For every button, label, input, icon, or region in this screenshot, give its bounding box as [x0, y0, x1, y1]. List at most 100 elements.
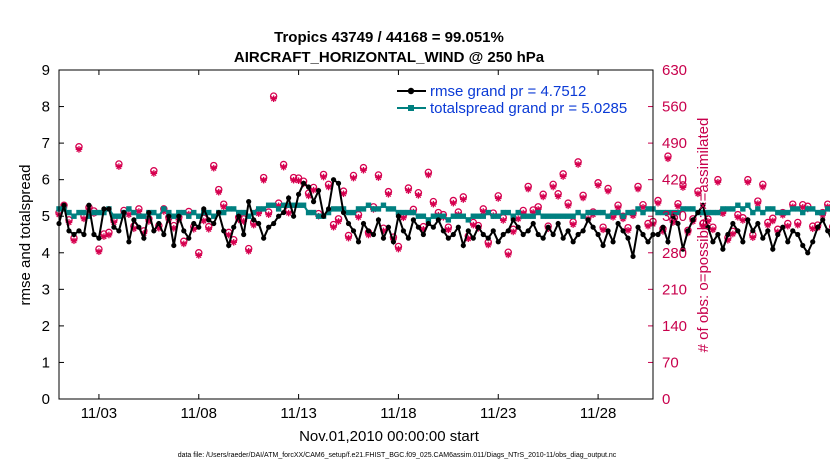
rmse-point — [535, 231, 541, 238]
legend-box — [394, 82, 647, 117]
y2-tick-label: 140 — [662, 318, 687, 335]
rmse-point — [630, 253, 636, 260]
obs-assimilated-marker — [594, 182, 602, 189]
totalspread-point — [450, 213, 457, 219]
rmse-point — [271, 220, 277, 227]
obs-assimilated-marker — [345, 234, 352, 242]
obs-assimilated-marker — [100, 233, 108, 240]
totalspread-point — [290, 202, 297, 208]
obs-assimilated-marker — [504, 251, 512, 259]
totalspread-point — [300, 202, 307, 208]
obs-assimilated-marker — [260, 176, 267, 184]
obs-assimilated-stroke — [340, 190, 347, 197]
totalspread-point — [171, 213, 177, 219]
obs-assimilated-marker — [150, 170, 158, 177]
rmse-point — [455, 224, 461, 230]
obs-assimilated-marker — [604, 187, 612, 195]
obs-assimilated-marker — [295, 177, 302, 185]
rmse-point — [395, 213, 402, 219]
totalspread-point — [405, 209, 412, 216]
rmse-point — [745, 217, 751, 223]
obs-assimilated-marker — [809, 225, 817, 233]
obs-assimilated-stroke — [270, 95, 277, 102]
obs-assimilated-marker — [200, 217, 208, 225]
rmse-point — [675, 220, 681, 227]
totalspread-point — [730, 206, 736, 212]
rmse-point — [700, 202, 706, 208]
totalspread-point — [490, 213, 496, 219]
totalspread-point — [136, 213, 142, 219]
rmse-point — [610, 239, 616, 245]
obs-assimilated-stroke — [735, 214, 741, 221]
obs-assimilated-stroke — [500, 217, 507, 224]
rmse-point — [400, 228, 407, 234]
rmse-point — [785, 239, 791, 245]
rmse-point — [570, 239, 576, 245]
legend-rmse-label: rmse grand pr = 4.7512 — [430, 83, 586, 100]
obs-assimilated-marker — [105, 231, 113, 239]
totalspread-point — [475, 213, 481, 219]
rmse-point — [685, 228, 691, 234]
rmse-point — [640, 231, 646, 238]
totalspread-point — [715, 209, 721, 216]
y-tick-label: 7 — [42, 135, 50, 152]
rmse-point — [211, 220, 217, 227]
obs-assimilated-marker — [754, 200, 762, 207]
totalspread-point — [111, 213, 117, 219]
obs-assimilated-marker — [554, 193, 562, 200]
obs-assimilated-marker — [744, 178, 752, 186]
rmse-point — [705, 224, 711, 230]
totalspread-point — [166, 209, 172, 216]
totalspread-point — [350, 209, 357, 216]
totalspread-point — [770, 206, 776, 212]
rmse-point — [495, 239, 501, 245]
totalspread-point — [440, 213, 447, 219]
obs-assimilated-stroke — [405, 187, 412, 194]
totalspread-point — [755, 206, 761, 212]
rmse-point — [106, 206, 112, 212]
y-tick-label: 1 — [42, 354, 50, 371]
rmse-point — [625, 235, 631, 241]
rmse-point — [620, 228, 626, 234]
obs-assimilated-stroke — [809, 225, 816, 232]
obs-assimilated-stroke — [330, 224, 337, 230]
totalspread-point — [705, 209, 711, 216]
totalspread-point — [605, 213, 611, 219]
rmse-point — [196, 224, 202, 230]
totalspread-point — [420, 213, 427, 219]
obs-assimilated-marker — [360, 166, 367, 174]
obs-assimilated-marker — [450, 199, 457, 207]
rmse-point — [126, 239, 132, 245]
obs-assimilated-stroke — [230, 239, 237, 246]
obs-assimilated-marker — [330, 223, 337, 231]
obs-assimilated-stroke — [71, 237, 77, 244]
rmse-point — [176, 213, 182, 219]
rmse-point — [405, 235, 412, 241]
totalspread-point — [270, 202, 277, 208]
rmse-point — [161, 231, 167, 238]
rmse-point — [276, 213, 282, 219]
rmse-point — [780, 224, 786, 230]
totalspread-point — [820, 209, 826, 216]
totalspread-point — [600, 209, 606, 216]
rmse-point — [550, 231, 556, 238]
rmse-point — [590, 224, 596, 230]
obs-assimilated-marker — [350, 174, 357, 182]
rmse-point — [595, 231, 601, 238]
totalspread-point — [570, 213, 576, 219]
obs-assimilated-stroke — [181, 241, 187, 247]
totalspread-point — [790, 206, 796, 212]
rmse-point — [805, 250, 811, 256]
obs-assimilated-marker — [75, 146, 83, 153]
totalspread-point — [206, 209, 212, 216]
obs-assimilated-stroke — [250, 222, 257, 228]
rmse-point — [66, 228, 72, 234]
obs-assimilated-marker — [375, 174, 382, 181]
rmse-point — [790, 228, 796, 234]
obs-assimilated-stroke — [260, 177, 267, 183]
y-tick-label: 6 — [42, 172, 50, 189]
totalspread-point — [76, 209, 82, 216]
y-tick-label: 2 — [42, 318, 50, 335]
totalspread-point — [375, 206, 382, 212]
totalspread-point — [520, 213, 526, 219]
